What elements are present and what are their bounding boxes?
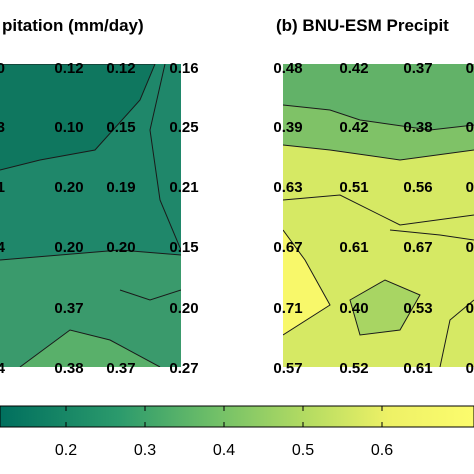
cell-label: 0.20 xyxy=(169,300,198,317)
colorbar-tick-label: 0.5 xyxy=(292,442,314,459)
cell-label: 0.20 xyxy=(54,179,83,196)
cell-label: 0.38 xyxy=(54,360,83,377)
panel-b-labels: 0.48 0.42 0.37 0 0.39 0.42 0.38 0 0.63 0.51 0.56 0 0… xyxy=(273,60,474,377)
panel-a-contour-4 xyxy=(149,64,181,251)
panel-b-contour-5 xyxy=(349,279,421,336)
cell-label: 0 xyxy=(466,239,474,256)
cell-label: 0.61 xyxy=(403,360,432,377)
panel-b-contour-4 xyxy=(283,229,331,336)
panel-a-contour-5 xyxy=(119,289,181,301)
panel-b-contour-6 xyxy=(389,229,474,241)
cell-label: 0.27 xyxy=(169,360,198,377)
cell-label: 0.63 xyxy=(273,179,302,196)
cell-label: 0.37 xyxy=(106,360,135,377)
cell-label: 0.20 xyxy=(106,239,135,256)
panel-b-lowest-region xyxy=(283,64,474,130)
panel-a-contour-3 xyxy=(19,329,161,367)
panel-b-contour-1 xyxy=(283,104,474,131)
colorbar-tick-label: 0.2 xyxy=(55,442,77,459)
cell-label: 0 xyxy=(466,60,474,77)
cell-label: 4 xyxy=(0,360,6,377)
cell-label: 0.53 xyxy=(403,300,432,317)
panel-b-contour-3 xyxy=(283,194,474,226)
cell-label: 0.37 xyxy=(403,60,432,77)
panel-b: (b) BNU-ESM Precipit 0.48 0.42 0.37 00.39 0.… xyxy=(273,16,474,377)
cell-label: 0 xyxy=(0,60,5,77)
cell-label: 3 xyxy=(0,119,5,136)
cell-label: 0.12 xyxy=(106,60,135,77)
cell-label: 0.57 xyxy=(273,360,302,377)
cell-label: 0.12 xyxy=(54,60,83,77)
panel-a-high-region xyxy=(0,250,181,367)
cell-label: 0 xyxy=(466,300,474,317)
cell-label: 0.67 xyxy=(273,239,302,256)
panel-a: pitation (mm/day) 0 0.12 0.12 0.16 3 0.10 0.15… xyxy=(0,16,199,377)
colorbar-frame xyxy=(0,405,474,428)
panel-b-dip-region xyxy=(350,280,420,335)
panel-a-title: pitation (mm/day) xyxy=(2,16,144,35)
colorbar: 0.2 0.3 0.4 0.5 0.6 xyxy=(0,405,474,459)
cell-label: 0.51 xyxy=(339,179,368,196)
cell-label: 0.40 xyxy=(339,300,368,317)
cell-label: 0.10 xyxy=(54,119,83,136)
cell-label: 1 xyxy=(0,179,5,196)
cell-label: 0.67 xyxy=(403,239,432,256)
colorbar-tick-label: 0.6 xyxy=(371,442,393,459)
colorbar-gradient xyxy=(0,406,474,427)
cell-label: 0.19 xyxy=(106,179,135,196)
cell-label: 0.52 xyxy=(339,360,368,377)
cell-label: 0.42 xyxy=(339,119,368,136)
cell-label: 0.15 xyxy=(169,239,198,256)
cell-label: 0 xyxy=(466,360,474,377)
cell-label: 0 xyxy=(466,179,474,196)
cell-label: 0.38 xyxy=(403,119,432,136)
panel-b-title: (b) BNU-ESM Precipit xyxy=(276,16,449,35)
cell-label: 0.16 xyxy=(169,60,198,77)
panel-a-peak-region xyxy=(20,330,160,367)
cell-label: 0.37 xyxy=(54,300,83,317)
colorbar-ticks: 0.2 0.3 0.4 0.5 0.6 xyxy=(55,406,393,459)
cell-label: 0.21 xyxy=(169,179,198,196)
cell-label: 0.56 xyxy=(403,179,432,196)
panel-a-low-region xyxy=(0,64,155,170)
cell-label: 0.20 xyxy=(54,239,83,256)
cell-label: 0.25 xyxy=(169,119,198,136)
colorbar-tick-label: 0.4 xyxy=(213,442,235,459)
cell-label: 0.48 xyxy=(273,60,302,77)
cell-label: 0 xyxy=(466,119,474,136)
colorbar-tick-label: 0.3 xyxy=(134,442,156,459)
panel-a-contour-1 xyxy=(0,64,156,171)
panel-b-contour-7 xyxy=(439,299,474,367)
cell-label: 0.71 xyxy=(273,300,302,317)
cell-label: 0.39 xyxy=(273,119,302,136)
cell-label: 4 xyxy=(0,239,6,256)
cell-label: 0.61 xyxy=(339,239,368,256)
panel-a-contour-2 xyxy=(0,249,181,261)
cell-label: 0.42 xyxy=(339,60,368,77)
panel-b-contour-2 xyxy=(283,144,474,161)
panel-b-peak-region xyxy=(283,230,330,335)
cell-label: 0.15 xyxy=(106,119,135,136)
panel-a-labels: 0 0.12 0.12 0.16 3 0.10 0.15 0.25 1 0.20 0.19 0.21 4… xyxy=(0,60,199,377)
